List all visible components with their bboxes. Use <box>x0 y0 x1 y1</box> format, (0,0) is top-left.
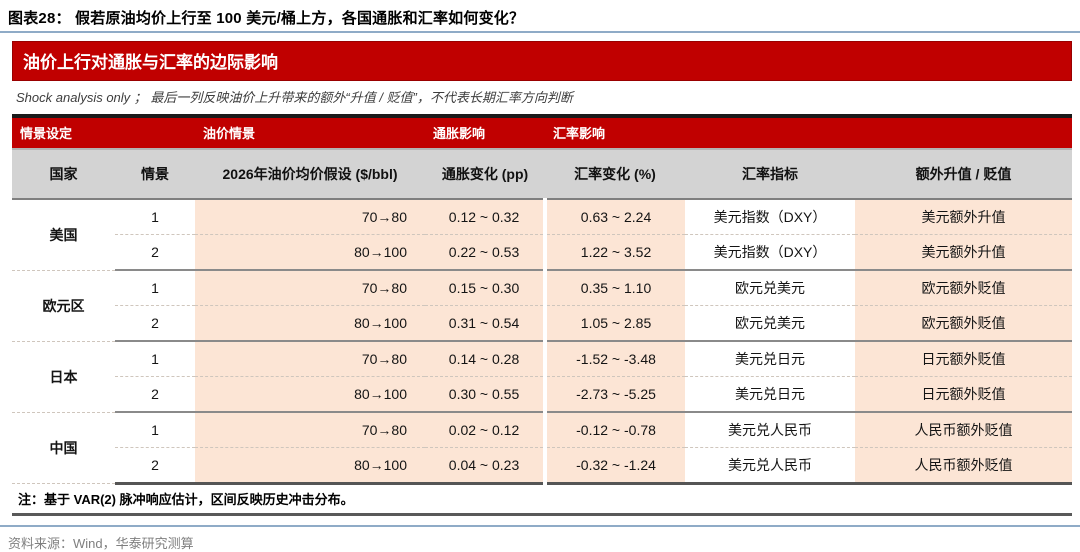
oil-cell: 70→80 <box>195 412 426 448</box>
extra-value-cell: 人民币额外贬值 <box>855 447 1073 485</box>
fx-change-cell: 1.05 ~ 2.85 <box>545 305 686 342</box>
scenario-cell: 1 <box>115 341 196 377</box>
oil-cell: 80→100 <box>195 376 426 413</box>
table-row: 2 80→100 0.04 ~ 0.23 -0.32 ~ -1.24 美元兑人民… <box>12 447 1073 485</box>
inflation-cell: 0.15 ~ 0.30 <box>425 270 548 306</box>
extra-value-cell: 日元额外贬值 <box>855 376 1073 413</box>
country-cell: 中国 <box>12 412 115 484</box>
table-banner-title: 油价上行对通胀与汇率的边际影响 <box>12 41 1072 81</box>
country-cell: 美国 <box>12 199 115 271</box>
col-header-scenario: 情景 <box>115 149 196 200</box>
fx-change-cell: 0.63 ~ 2.24 <box>545 199 686 235</box>
fx-indicator-cell: 美元兑人民币 <box>685 412 856 448</box>
scenario-cell: 2 <box>115 305 196 342</box>
fx-change-cell: -0.12 ~ -0.78 <box>545 412 686 448</box>
inflation-cell: 0.04 ~ 0.23 <box>425 447 548 485</box>
extra-value-cell: 人民币额外贬值 <box>855 412 1073 448</box>
oil-cell: 70→80 <box>195 270 426 306</box>
extra-value-cell: 美元额外升值 <box>855 199 1073 235</box>
figure-title: 图表28： 假若原油均价上行至 100 美元/桶上方，各国通胀和汇率如何变化？ <box>8 10 525 27</box>
oil-cell: 80→100 <box>195 234 426 271</box>
extra-value-cell: 欧元额外贬值 <box>855 270 1073 306</box>
extra-value-cell: 美元额外升值 <box>855 234 1073 271</box>
inflation-cell: 0.02 ~ 0.12 <box>425 412 548 448</box>
group-header-row: 情景设定 油价情景 通胀影响 汇率影响 <box>12 116 1073 150</box>
fx-indicator-cell: 美元指数（DXY） <box>685 234 856 271</box>
table-footnote: 注：基于 VAR(2) 脉冲响应估计，区间反映历史冲击分布。 <box>12 485 1072 516</box>
fx-indicator-cell: 美元兑日元 <box>685 376 856 413</box>
table-row: 美国 1 70→80 0.12 ~ 0.32 0.63 ~ 2.24 美元指数（… <box>12 199 1073 271</box>
column-header-row: 国家 情景 2026年油价均价假设 ($/bbl) 通胀变化 (pp) 汇率变化… <box>12 149 1073 200</box>
fx-indicator-cell: 欧元兑美元 <box>685 305 856 342</box>
inflation-cell: 0.12 ~ 0.32 <box>425 199 548 235</box>
oil-impact-table: 情景设定 油价情景 通胀影响 汇率影响 国家 情景 2026年油价均价假设 ($… <box>12 114 1073 485</box>
col-header-inflation-change: 通胀变化 (pp) <box>425 149 546 200</box>
inflation-cell: 0.31 ~ 0.54 <box>425 305 548 342</box>
fx-indicator-cell: 美元兑人民币 <box>685 447 856 485</box>
group-header-scenario-setup: 情景设定 <box>12 116 196 150</box>
col-header-oil-assumption: 2026年油价均价假设 ($/bbl) <box>195 149 426 200</box>
fx-indicator-cell: 美元指数（DXY） <box>685 199 856 235</box>
fx-change-cell: -1.52 ~ -3.48 <box>545 341 686 377</box>
group-header-fx-impact: 汇率影响 <box>545 116 1073 150</box>
fx-indicator-cell: 欧元兑美元 <box>685 270 856 306</box>
table-row: 欧元区 1 70→80 0.15 ~ 0.30 0.35 ~ 1.10 欧元兑美… <box>12 270 1073 342</box>
table-row: 2 80→100 0.30 ~ 0.55 -2.73 ~ -5.25 美元兑日元… <box>12 376 1073 413</box>
scenario-cell: 2 <box>115 376 196 413</box>
fx-change-cell: -0.32 ~ -1.24 <box>545 447 686 485</box>
extra-value-cell: 日元额外贬值 <box>855 341 1073 377</box>
title-divider <box>0 31 1080 33</box>
group-header-oil-scenario: 油价情景 <box>195 116 426 150</box>
col-header-fx-change: 汇率变化 (%) <box>545 149 686 200</box>
scenario-cell: 2 <box>115 447 196 485</box>
oil-cell: 80→100 <box>195 305 426 342</box>
country-cell: 日本 <box>12 341 115 413</box>
oil-cell: 70→80 <box>195 341 426 377</box>
scenario-cell: 2 <box>115 234 196 271</box>
group-header-inflation-impact: 通胀影响 <box>425 116 546 150</box>
fx-change-cell: -2.73 ~ -5.25 <box>545 376 686 413</box>
data-source: 资料来源：Wind，华泰研究测算 <box>8 536 194 551</box>
inflation-cell: 0.14 ~ 0.28 <box>425 341 548 377</box>
table-subtitle: Shock analysis only ； 最后一列反映油价上升带来的额外“升值… <box>16 90 573 105</box>
oil-cell: 80→100 <box>195 447 426 485</box>
col-header-extra-value: 额外升值 / 贬值 <box>855 149 1073 200</box>
country-cell: 欧元区 <box>12 270 115 342</box>
scenario-cell: 1 <box>115 199 196 235</box>
fx-indicator-cell: 美元兑日元 <box>685 341 856 377</box>
scenario-cell: 1 <box>115 270 196 306</box>
fx-change-cell: 1.22 ~ 3.52 <box>545 234 686 271</box>
scenario-cell: 1 <box>115 412 196 448</box>
table-row: 日本 1 70→80 0.14 ~ 0.28 -1.52 ~ -3.48 美元兑… <box>12 341 1073 413</box>
fx-change-cell: 0.35 ~ 1.10 <box>545 270 686 306</box>
inflation-cell: 0.30 ~ 0.55 <box>425 376 548 413</box>
inflation-cell: 0.22 ~ 0.53 <box>425 234 548 271</box>
table-row: 2 80→100 0.31 ~ 0.54 1.05 ~ 2.85 欧元兑美元 欧… <box>12 305 1073 342</box>
extra-value-cell: 欧元额外贬值 <box>855 305 1073 342</box>
table-row: 中国 1 70→80 0.02 ~ 0.12 -0.12 ~ -0.78 美元兑… <box>12 412 1073 484</box>
figure-body: 油价上行对通胀与汇率的边际影响 Shock analysis only ； 最后… <box>12 41 1073 516</box>
col-header-country: 国家 <box>12 149 115 200</box>
oil-cell: 70→80 <box>195 199 426 235</box>
table-row: 2 80→100 0.22 ~ 0.53 1.22 ~ 3.52 美元指数（DX… <box>12 234 1073 271</box>
col-header-fx-indicator: 汇率指标 <box>685 149 856 200</box>
